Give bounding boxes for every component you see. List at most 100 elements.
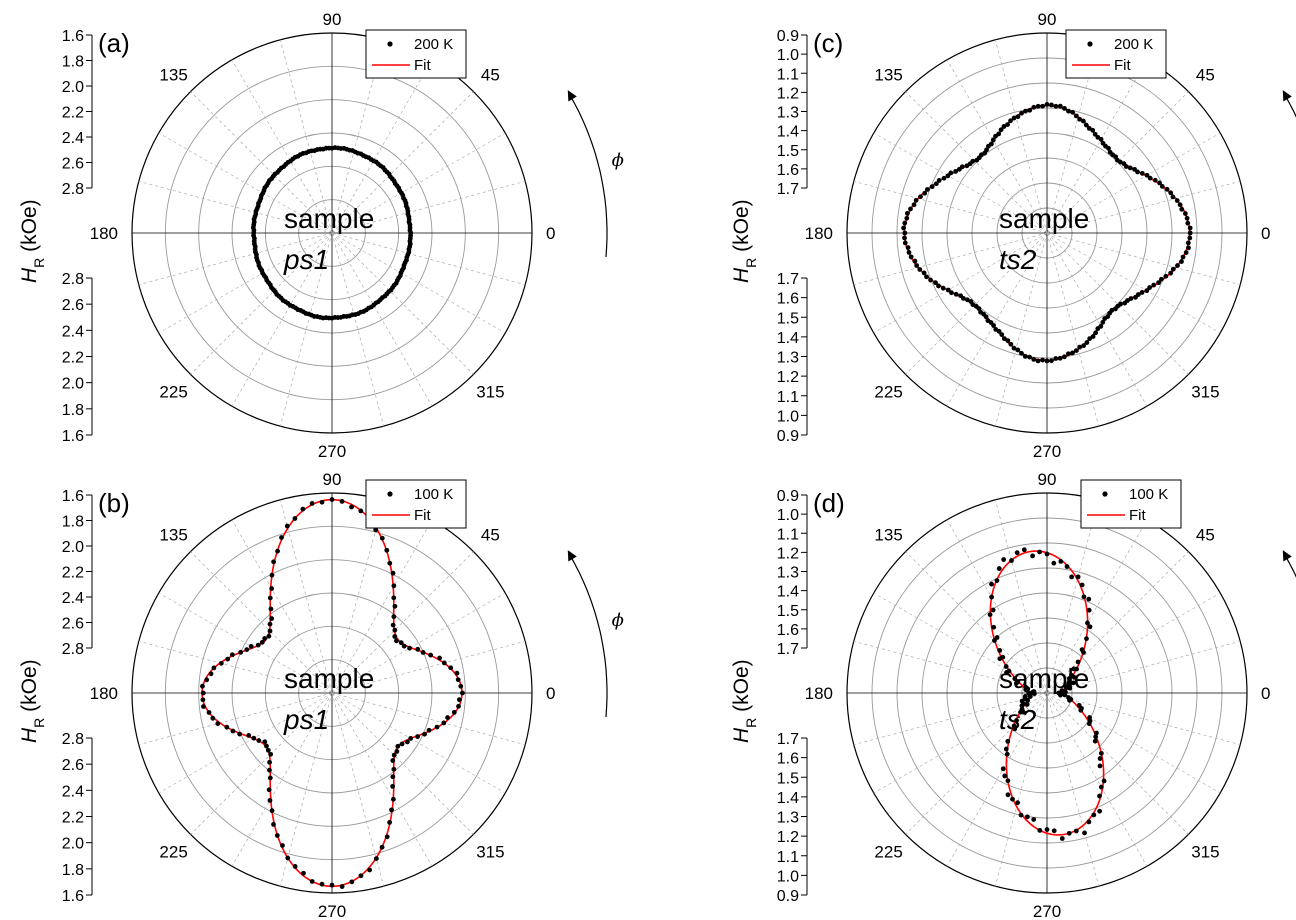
- data-point: [918, 194, 923, 200]
- data-point: [1151, 282, 1157, 288]
- radial-tick-label: 1.2: [777, 85, 799, 102]
- data-point: [394, 749, 400, 754]
- data-point: [271, 821, 276, 827]
- data-point: [1139, 171, 1145, 176]
- radial-tick-label: 1.7: [777, 641, 799, 658]
- data-point: [1018, 812, 1024, 818]
- phi-arrow: [569, 95, 608, 258]
- data-point: [329, 497, 335, 502]
- data-point: [244, 647, 250, 652]
- data-point: [1170, 266, 1176, 272]
- y-axis-symbol: H: [730, 727, 753, 743]
- y-axis-subscript: R: [31, 258, 47, 268]
- radial-tick-label: 0.9: [777, 428, 799, 445]
- data-point: [408, 736, 414, 741]
- angle-tick-label: 315: [1191, 842, 1219, 861]
- data-point: [1015, 347, 1021, 353]
- angle-tick-label: 180: [90, 684, 118, 703]
- data-point: [1008, 118, 1013, 124]
- data-point: [200, 690, 206, 696]
- radial-tick-label: 2.4: [62, 783, 84, 800]
- radial-tick-label: 1.6: [62, 28, 84, 45]
- data-point: [1086, 607, 1092, 613]
- data-point: [1014, 550, 1020, 556]
- data-point: [945, 287, 951, 293]
- radial-tick-label: 1.1: [777, 389, 799, 406]
- data-point: [1139, 290, 1145, 295]
- data-point: [392, 634, 398, 639]
- data-point: [391, 595, 397, 601]
- data-point: [265, 747, 271, 753]
- data-point: [1079, 582, 1085, 588]
- data-point: [426, 727, 432, 733]
- data-point: [441, 660, 447, 666]
- data-point: [1127, 165, 1133, 171]
- data-point: [237, 731, 243, 737]
- data-point: [1168, 270, 1174, 276]
- radial-tick-label: 2.4: [62, 323, 84, 340]
- angle-tick-label: 45: [481, 66, 500, 85]
- radial-tick-label: 2.6: [62, 757, 84, 774]
- radial-tick-label: 1.1: [777, 526, 799, 543]
- data-point: [275, 548, 280, 554]
- data-point: [904, 215, 910, 221]
- data-point: [936, 283, 941, 289]
- data-point: [1086, 596, 1092, 602]
- data-point: [1061, 354, 1067, 360]
- angle-tick-label: 180: [805, 224, 833, 243]
- radial-tick-label: 1.2: [777, 369, 799, 386]
- data-point: [422, 731, 427, 737]
- data-point: [230, 728, 236, 734]
- data-point: [1019, 110, 1024, 116]
- data-point: [248, 643, 254, 649]
- legend-fit-label: Fit: [414, 57, 431, 74]
- data-point: [1001, 124, 1007, 129]
- data-point: [1081, 343, 1087, 349]
- data-point: [902, 220, 908, 226]
- data-point: [924, 274, 929, 280]
- angle-tick-label: 90: [323, 470, 342, 489]
- data-point: [1098, 323, 1104, 329]
- radial-tick-label: 2.4: [62, 130, 84, 147]
- data-point: [264, 743, 269, 749]
- data-point: [394, 638, 399, 644]
- radial-tick-label: 1.4: [777, 790, 799, 807]
- data-point: [1179, 206, 1185, 212]
- radial-tick-label: 0.9: [777, 888, 799, 905]
- data-point: [268, 751, 274, 757]
- data-point: [997, 648, 1003, 653]
- data-point: [1100, 140, 1106, 146]
- data-point: [1091, 812, 1097, 818]
- data-point: [986, 143, 991, 149]
- data-point: [989, 581, 994, 587]
- data-point: [1035, 103, 1041, 109]
- data-point: [1044, 551, 1050, 557]
- data-point: [1175, 263, 1180, 268]
- data-point: [1004, 669, 1009, 675]
- angle-tick-label: 90: [1038, 10, 1057, 29]
- data-point: [1058, 558, 1064, 564]
- data-point: [391, 752, 397, 758]
- data-point: [1097, 756, 1103, 761]
- radial-tick-label: 1.8: [62, 402, 84, 419]
- data-point: [1040, 357, 1045, 363]
- data-point: [267, 628, 273, 634]
- radial-tick-label: 2.8: [62, 731, 84, 748]
- data-point: [1035, 358, 1041, 364]
- data-point: [902, 240, 908, 246]
- data-point: [246, 733, 252, 738]
- data-point: [215, 721, 221, 726]
- data-point: [398, 640, 404, 646]
- data-point: [1005, 738, 1011, 744]
- angle-tick-label: 90: [323, 10, 342, 29]
- data-point: [1027, 354, 1032, 360]
- radial-tick-label: 1.4: [777, 124, 799, 141]
- angle-tick-label: 315: [1191, 382, 1219, 401]
- data-point: [1147, 285, 1152, 290]
- data-point: [1010, 796, 1015, 802]
- data-point: [1023, 687, 1029, 693]
- y-axis-symbol: H: [18, 727, 41, 743]
- data-point: [373, 856, 379, 861]
- angle-tick-label: 45: [481, 526, 500, 545]
- radial-tick-label: 1.3: [777, 350, 799, 367]
